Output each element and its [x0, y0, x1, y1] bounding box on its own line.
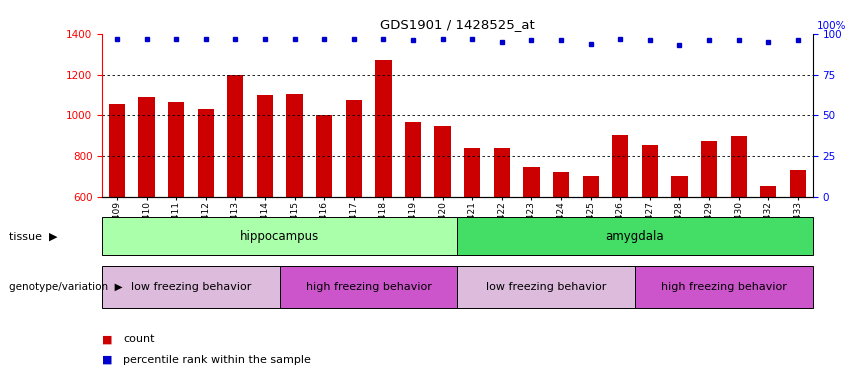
Bar [280, 266, 457, 308]
Text: high freezing behavior: high freezing behavior [306, 282, 431, 292]
Bar [790, 170, 806, 197]
Bar [553, 172, 569, 197]
Text: count: count [123, 334, 155, 344]
Bar [109, 104, 125, 197]
Bar [457, 266, 635, 308]
Text: hippocampus: hippocampus [240, 230, 319, 243]
Text: ■: ■ [102, 355, 116, 365]
Bar [227, 75, 243, 197]
Text: low freezing behavior: low freezing behavior [486, 282, 607, 292]
Bar [346, 100, 362, 197]
Text: low freezing behavior: low freezing behavior [131, 282, 251, 292]
Bar [168, 102, 185, 197]
Text: genotype/variation  ▶: genotype/variation ▶ [9, 282, 123, 292]
Bar [197, 109, 214, 197]
Bar [375, 60, 391, 197]
Bar [435, 126, 451, 197]
Bar [139, 97, 155, 197]
Bar [257, 95, 273, 197]
Bar [102, 266, 280, 308]
Bar [730, 136, 747, 197]
Text: amygdala: amygdala [606, 230, 665, 243]
Bar [582, 177, 599, 197]
Bar [464, 148, 480, 197]
Text: percentile rank within the sample: percentile rank within the sample [123, 355, 311, 365]
Text: tissue  ▶: tissue ▶ [9, 231, 57, 241]
Text: ■: ■ [102, 334, 116, 344]
Bar [760, 186, 776, 197]
Bar [405, 123, 421, 197]
Bar [523, 167, 540, 197]
Bar [102, 217, 457, 255]
Text: 100%: 100% [817, 21, 847, 31]
Bar [642, 145, 658, 197]
Title: GDS1901 / 1428525_at: GDS1901 / 1428525_at [380, 18, 534, 31]
Bar [701, 141, 717, 197]
Bar [635, 266, 813, 308]
Bar [494, 148, 510, 197]
Bar [316, 116, 333, 197]
Bar [457, 217, 813, 255]
Bar [612, 135, 628, 197]
Bar [671, 177, 688, 197]
Text: high freezing behavior: high freezing behavior [661, 282, 787, 292]
Bar [287, 94, 303, 197]
